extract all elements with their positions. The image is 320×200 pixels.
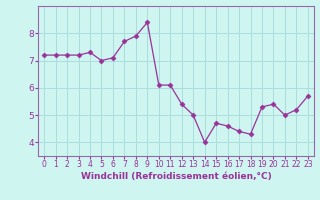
X-axis label: Windchill (Refroidissement éolien,°C): Windchill (Refroidissement éolien,°C): [81, 172, 271, 181]
